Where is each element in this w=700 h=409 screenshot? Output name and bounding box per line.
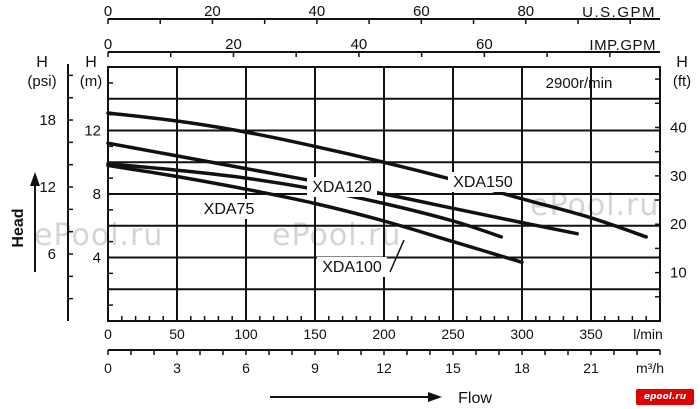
m3h-tick-label: 6 bbox=[242, 360, 250, 376]
ft-tick-label: 10 bbox=[670, 265, 687, 282]
watermark: ePool.ru bbox=[272, 218, 402, 253]
xda100-leader bbox=[389, 239, 405, 273]
head-m-tick-label: 8 bbox=[93, 186, 101, 203]
ft-unit: (ft) bbox=[673, 73, 691, 90]
m3h-tick-label: 15 bbox=[445, 360, 461, 376]
ft-tick-label: 30 bbox=[670, 168, 687, 185]
lmin-tick-label: 0 bbox=[104, 326, 112, 342]
psi-letter: H bbox=[36, 54, 48, 71]
head-m-letter: H bbox=[85, 54, 97, 71]
curve-xda150 bbox=[106, 111, 648, 239]
head-axis-title: Head bbox=[10, 208, 27, 247]
curve-label-xda120: XDA120 bbox=[312, 179, 372, 196]
m3h-unit-label: m³/h bbox=[636, 360, 664, 376]
ft-tick-label: 40 bbox=[670, 119, 687, 136]
impgpm-tick-label: 40 bbox=[351, 36, 368, 53]
usgpm-tick-label: 60 bbox=[413, 3, 430, 20]
usgpm-tick-label: 80 bbox=[517, 3, 534, 20]
m3h-tick-label: 18 bbox=[514, 360, 530, 376]
curve-label-bg bbox=[448, 172, 518, 192]
head-m-tick-label: 12 bbox=[84, 123, 101, 140]
head-m-unit: (m) bbox=[80, 73, 103, 90]
watermark: ePool.ru bbox=[34, 218, 164, 253]
flow-axis-title: Flow bbox=[458, 390, 492, 407]
curve-label-xda100: XDA100 bbox=[322, 259, 382, 276]
curve-xda75 bbox=[106, 163, 524, 265]
usgpm-tick-label: 40 bbox=[309, 3, 326, 20]
psi-unit: (psi) bbox=[27, 73, 56, 90]
psi-tick-label: 18 bbox=[39, 112, 56, 129]
flow-arrow-tip bbox=[428, 392, 442, 402]
m3h-tick-label: 3 bbox=[173, 360, 181, 376]
psi-tick-label: 6 bbox=[48, 246, 56, 263]
head-arrow-tip bbox=[30, 172, 40, 186]
speed-label: 2900r/min bbox=[546, 75, 613, 92]
usgpm-tick-label: 20 bbox=[204, 3, 221, 20]
ft-tick-label: 20 bbox=[670, 216, 687, 233]
lmin-tick-label: 200 bbox=[372, 326, 396, 342]
m3h-tick-label: 9 bbox=[311, 360, 319, 376]
curve-label-bg bbox=[198, 199, 260, 219]
lmin-tick-label: 100 bbox=[234, 326, 258, 342]
impgpm-tick-label: 20 bbox=[225, 36, 242, 53]
impgpm-tick-label: 0 bbox=[104, 36, 112, 53]
curve-label-xda75: XDA75 bbox=[204, 201, 255, 218]
lmin-tick-label: 250 bbox=[441, 326, 465, 342]
usgpm-unit-label: U.S.GPM bbox=[582, 4, 656, 21]
curve-label-bg bbox=[317, 257, 387, 277]
labels: 2900r/min Head Flow XDA150 XDA120 XDA75 XDA100 bbox=[10, 75, 612, 407]
lmin-tick-label: 50 bbox=[169, 326, 185, 342]
impgpm-unit-label: IMP.GPM bbox=[589, 37, 656, 54]
impgpm-tick-label: 60 bbox=[476, 36, 493, 53]
lmin-tick-label: 350 bbox=[579, 326, 603, 342]
psi-tick-label: 12 bbox=[39, 179, 56, 196]
ft-letter: H bbox=[676, 54, 688, 71]
m3h-tick-label: 12 bbox=[376, 360, 392, 376]
brand-logo: epool.ru bbox=[636, 389, 694, 405]
head-m-tick-label: 4 bbox=[93, 250, 101, 267]
lmin-unit-label: l/min bbox=[633, 326, 663, 342]
m3h-tick-label: 21 bbox=[583, 360, 599, 376]
m3h-tick-label: 0 bbox=[104, 360, 112, 376]
curves bbox=[106, 111, 648, 265]
curve-label-xda150: XDA150 bbox=[453, 174, 513, 191]
lmin-tick-label: 300 bbox=[510, 326, 534, 342]
usgpm-tick-label: 0 bbox=[104, 3, 112, 20]
curve-label-bg bbox=[307, 177, 377, 197]
lmin-tick-label: 150 bbox=[303, 326, 327, 342]
